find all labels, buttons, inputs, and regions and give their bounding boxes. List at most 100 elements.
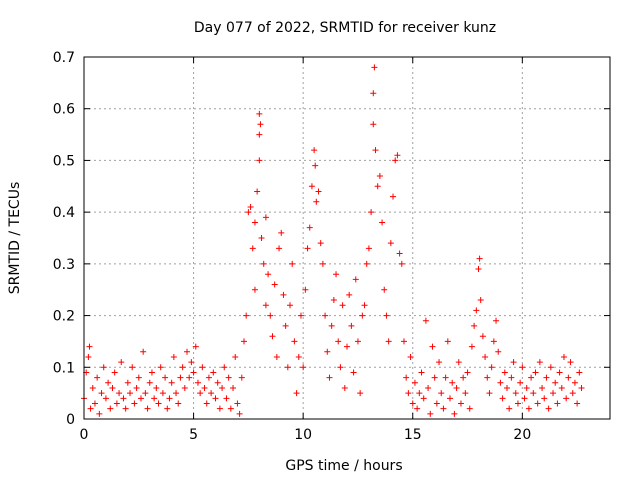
data-point: [451, 410, 458, 417]
data-point: [479, 333, 486, 340]
data-point: [308, 183, 315, 190]
data-point: [567, 359, 574, 366]
data-point: [278, 229, 285, 236]
data-point: [146, 379, 153, 386]
data-point: [227, 405, 234, 412]
data-point: [214, 379, 221, 386]
data-point: [482, 353, 489, 360]
data-point: [357, 390, 364, 397]
data-point: [376, 172, 383, 179]
data-point: [495, 348, 502, 355]
data-point: [98, 390, 105, 397]
data-point: [503, 384, 510, 391]
data-point: [337, 364, 344, 371]
data-point: [390, 193, 397, 200]
data-point: [251, 286, 258, 293]
data-point: [137, 395, 144, 402]
data-point: [473, 307, 480, 314]
y-tick-label: 0.6: [53, 102, 75, 118]
data-point: [381, 286, 388, 293]
data-point: [251, 219, 258, 226]
data-point: [477, 297, 484, 304]
data-point: [440, 405, 447, 412]
data-point: [409, 400, 416, 407]
data-point: [387, 240, 394, 247]
data-point: [249, 245, 256, 252]
data-point: [319, 260, 326, 267]
data-point: [181, 384, 188, 391]
data-point: [476, 255, 483, 262]
y-tick-label: 0.1: [53, 360, 75, 376]
data-point: [371, 64, 378, 71]
data-point: [86, 343, 93, 350]
x-tick-label: 0: [80, 427, 89, 443]
data-point: [501, 369, 508, 376]
data-point: [539, 384, 546, 391]
data-point: [118, 359, 125, 366]
data-point: [142, 390, 149, 397]
data-point: [245, 209, 252, 216]
data-point: [486, 390, 493, 397]
data-point: [203, 400, 210, 407]
data-point: [471, 322, 478, 329]
data-point: [238, 374, 245, 381]
data-point: [122, 405, 129, 412]
x-tick-label: 5: [189, 427, 198, 443]
data-point: [240, 338, 247, 345]
data-point: [127, 390, 134, 397]
data-point: [414, 405, 421, 412]
data-point: [543, 374, 550, 381]
y-tick-label: 0.4: [53, 205, 75, 221]
data-point: [170, 353, 177, 360]
y-tick-label: 0.3: [53, 257, 75, 273]
data-point: [512, 390, 519, 397]
data-point: [359, 312, 366, 319]
data-point: [258, 235, 265, 241]
data-point: [326, 374, 333, 381]
data-point: [221, 364, 228, 371]
data-point: [267, 312, 274, 319]
grid-lines: [84, 57, 610, 419]
data-point: [411, 379, 418, 386]
plot-frame: [83, 56, 611, 420]
data-point: [490, 338, 497, 345]
data-point: [508, 374, 515, 381]
data-point: [405, 390, 412, 397]
data-point: [91, 400, 98, 407]
data-point: [192, 343, 199, 350]
data-point: [462, 390, 469, 397]
data-point: [287, 302, 294, 309]
data-point: [131, 400, 138, 407]
data-point: [433, 400, 440, 407]
data-point: [173, 390, 180, 397]
data-point: [179, 364, 186, 371]
data-point: [313, 198, 320, 205]
data-point: [464, 369, 471, 376]
data-point: [385, 338, 392, 345]
x-tick-label: 15: [404, 427, 422, 443]
data-point: [576, 369, 583, 376]
data-point: [197, 390, 204, 397]
data-point: [257, 121, 264, 128]
data-point: [352, 276, 359, 283]
data-point: [466, 405, 473, 412]
data-point: [400, 338, 407, 345]
data-point: [453, 384, 460, 391]
data-point: [289, 260, 296, 267]
data-point: [293, 390, 300, 397]
data-point: [201, 384, 208, 391]
data-point: [429, 343, 436, 350]
data-point: [96, 410, 103, 417]
data-point: [208, 390, 215, 397]
data-point: [164, 405, 171, 412]
data-point: [383, 312, 390, 319]
data-point: [521, 395, 528, 402]
data-point: [460, 374, 467, 381]
data-point: [484, 374, 491, 381]
data-point: [216, 405, 223, 412]
data-point: [280, 291, 287, 298]
data-point: [558, 384, 565, 391]
data-point: [550, 390, 557, 397]
data-points: [81, 64, 585, 417]
data-point: [398, 260, 405, 267]
